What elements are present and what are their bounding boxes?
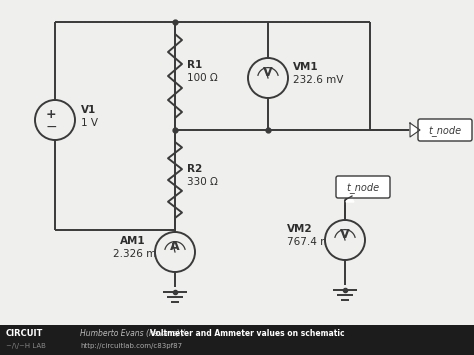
Text: 1 V: 1 V (81, 118, 98, 128)
Polygon shape (346, 196, 354, 202)
Text: −: − (45, 120, 57, 134)
Text: A: A (170, 240, 180, 253)
Text: R1: R1 (187, 60, 202, 70)
Text: t_node: t_node (428, 125, 462, 136)
Text: 232.6 mV: 232.6 mV (293, 75, 343, 85)
Text: Voltmeter and Ammeter values on schematic: Voltmeter and Ammeter values on schemati… (150, 329, 345, 338)
Circle shape (248, 58, 288, 98)
Text: CIRCUIT: CIRCUIT (6, 329, 44, 338)
Circle shape (325, 220, 365, 260)
FancyBboxPatch shape (336, 176, 390, 198)
Text: V: V (263, 66, 273, 80)
Bar (0, 325, 474, 355)
Text: R2: R2 (187, 164, 202, 174)
Text: t_node: t_node (346, 182, 380, 193)
Circle shape (155, 232, 195, 272)
Text: ~∕\/~H LAB: ~∕\/~H LAB (6, 343, 46, 349)
Text: V1: V1 (81, 105, 96, 115)
Polygon shape (410, 123, 420, 137)
Text: +: + (46, 109, 56, 121)
Text: 330 Ω: 330 Ω (187, 177, 218, 187)
Text: 2.326 mA: 2.326 mA (113, 249, 164, 259)
Text: V: V (340, 229, 350, 241)
Text: AM1: AM1 (120, 236, 146, 246)
Text: 767.4 mV: 767.4 mV (287, 237, 337, 247)
Text: VM2: VM2 (287, 224, 313, 234)
Text: 100 Ω: 100 Ω (187, 73, 218, 83)
Text: Humberto Evans (hevans) /: Humberto Evans (hevans) / (80, 329, 187, 338)
Text: VM1: VM1 (293, 62, 319, 72)
Text: http://circuitlab.com/c83pf87: http://circuitlab.com/c83pf87 (80, 343, 182, 349)
FancyBboxPatch shape (418, 119, 472, 141)
